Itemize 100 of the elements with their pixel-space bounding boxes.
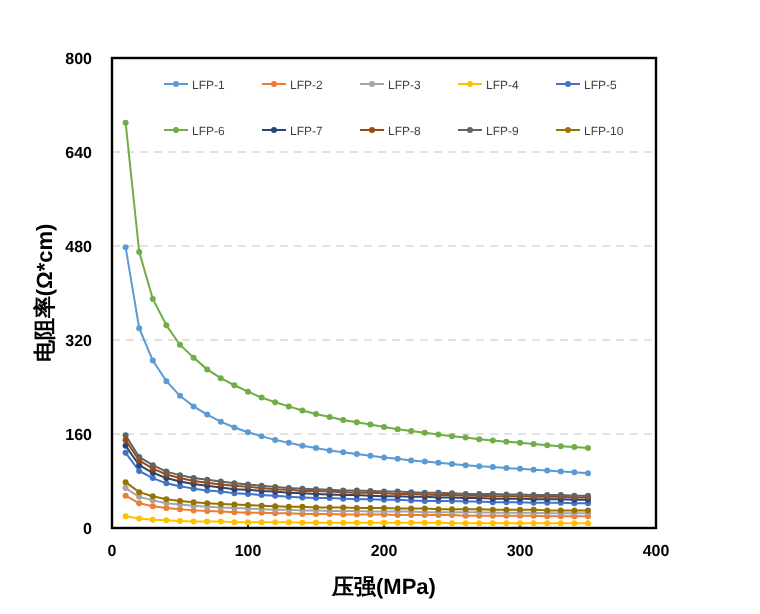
point	[585, 520, 591, 527]
point	[231, 424, 238, 431]
point	[394, 426, 401, 433]
point	[367, 452, 374, 459]
point	[421, 519, 428, 526]
point	[557, 443, 564, 450]
point	[340, 416, 347, 423]
point	[122, 449, 129, 456]
point	[489, 520, 496, 527]
point	[258, 519, 265, 526]
point	[503, 520, 510, 527]
x-tick-label: 400	[642, 542, 671, 560]
y-tick-label: 160	[65, 426, 94, 444]
point	[435, 459, 442, 466]
point	[136, 248, 143, 255]
point	[421, 429, 428, 436]
x-tick-label: 200	[370, 542, 399, 560]
point	[313, 445, 319, 452]
point	[177, 392, 183, 399]
point	[340, 449, 347, 456]
point	[517, 465, 523, 472]
point	[462, 462, 469, 469]
point	[163, 517, 170, 524]
point	[136, 462, 143, 469]
point	[435, 519, 442, 526]
point	[299, 442, 306, 449]
point	[530, 466, 537, 473]
point	[367, 519, 374, 526]
x-tick-label: 100	[234, 542, 263, 560]
point	[462, 434, 469, 441]
point	[530, 520, 537, 527]
point	[122, 119, 129, 126]
point	[544, 520, 551, 527]
point	[136, 468, 143, 475]
line-series	[122, 479, 591, 514]
point	[421, 458, 428, 465]
point	[272, 399, 279, 406]
x-tick-label: 300	[506, 542, 535, 560]
y-tick-label: 640	[65, 144, 94, 162]
point	[245, 429, 251, 436]
point	[285, 403, 292, 410]
point	[571, 443, 578, 450]
point	[313, 519, 319, 526]
point	[381, 454, 387, 461]
point	[163, 480, 170, 487]
point	[204, 518, 211, 525]
point	[163, 378, 170, 385]
point	[449, 520, 455, 527]
point	[285, 439, 292, 446]
point	[204, 366, 211, 373]
point	[122, 442, 129, 449]
point	[285, 519, 292, 526]
point	[122, 479, 129, 486]
point	[326, 519, 333, 526]
point	[476, 520, 483, 527]
point	[571, 469, 578, 476]
point	[326, 447, 333, 454]
y-tick-label: 320	[65, 332, 94, 350]
point	[217, 375, 224, 382]
point	[299, 407, 306, 414]
point	[353, 450, 360, 457]
point	[326, 413, 333, 420]
point	[585, 470, 591, 477]
point	[217, 518, 224, 525]
point	[530, 440, 537, 447]
point	[177, 517, 183, 524]
point	[544, 467, 551, 474]
x-axis-title: 压强(MPa)	[330, 576, 437, 600]
point	[122, 513, 129, 520]
point	[557, 468, 564, 475]
point	[394, 519, 401, 526]
point	[190, 403, 197, 410]
point	[272, 519, 279, 526]
point	[585, 445, 591, 452]
point	[122, 485, 129, 492]
point	[517, 439, 523, 446]
point	[408, 457, 415, 464]
point	[258, 433, 265, 440]
point	[299, 519, 306, 526]
y-axis-title: 电阻率(Ω*cm)	[32, 223, 58, 363]
point	[258, 394, 265, 401]
y-tick-label: 800	[65, 50, 94, 68]
point	[190, 518, 197, 525]
point	[408, 428, 415, 435]
y-tick-label: 0	[83, 520, 94, 538]
point	[476, 436, 483, 443]
point	[122, 244, 129, 251]
point	[217, 418, 224, 425]
point	[571, 520, 578, 527]
point	[340, 519, 347, 526]
point	[449, 433, 455, 440]
point	[381, 423, 387, 430]
point	[149, 475, 156, 482]
point	[231, 382, 238, 389]
point	[163, 322, 170, 329]
point	[149, 516, 156, 523]
line-series	[122, 244, 591, 477]
point	[489, 437, 496, 444]
point	[313, 411, 319, 418]
point	[149, 295, 156, 302]
